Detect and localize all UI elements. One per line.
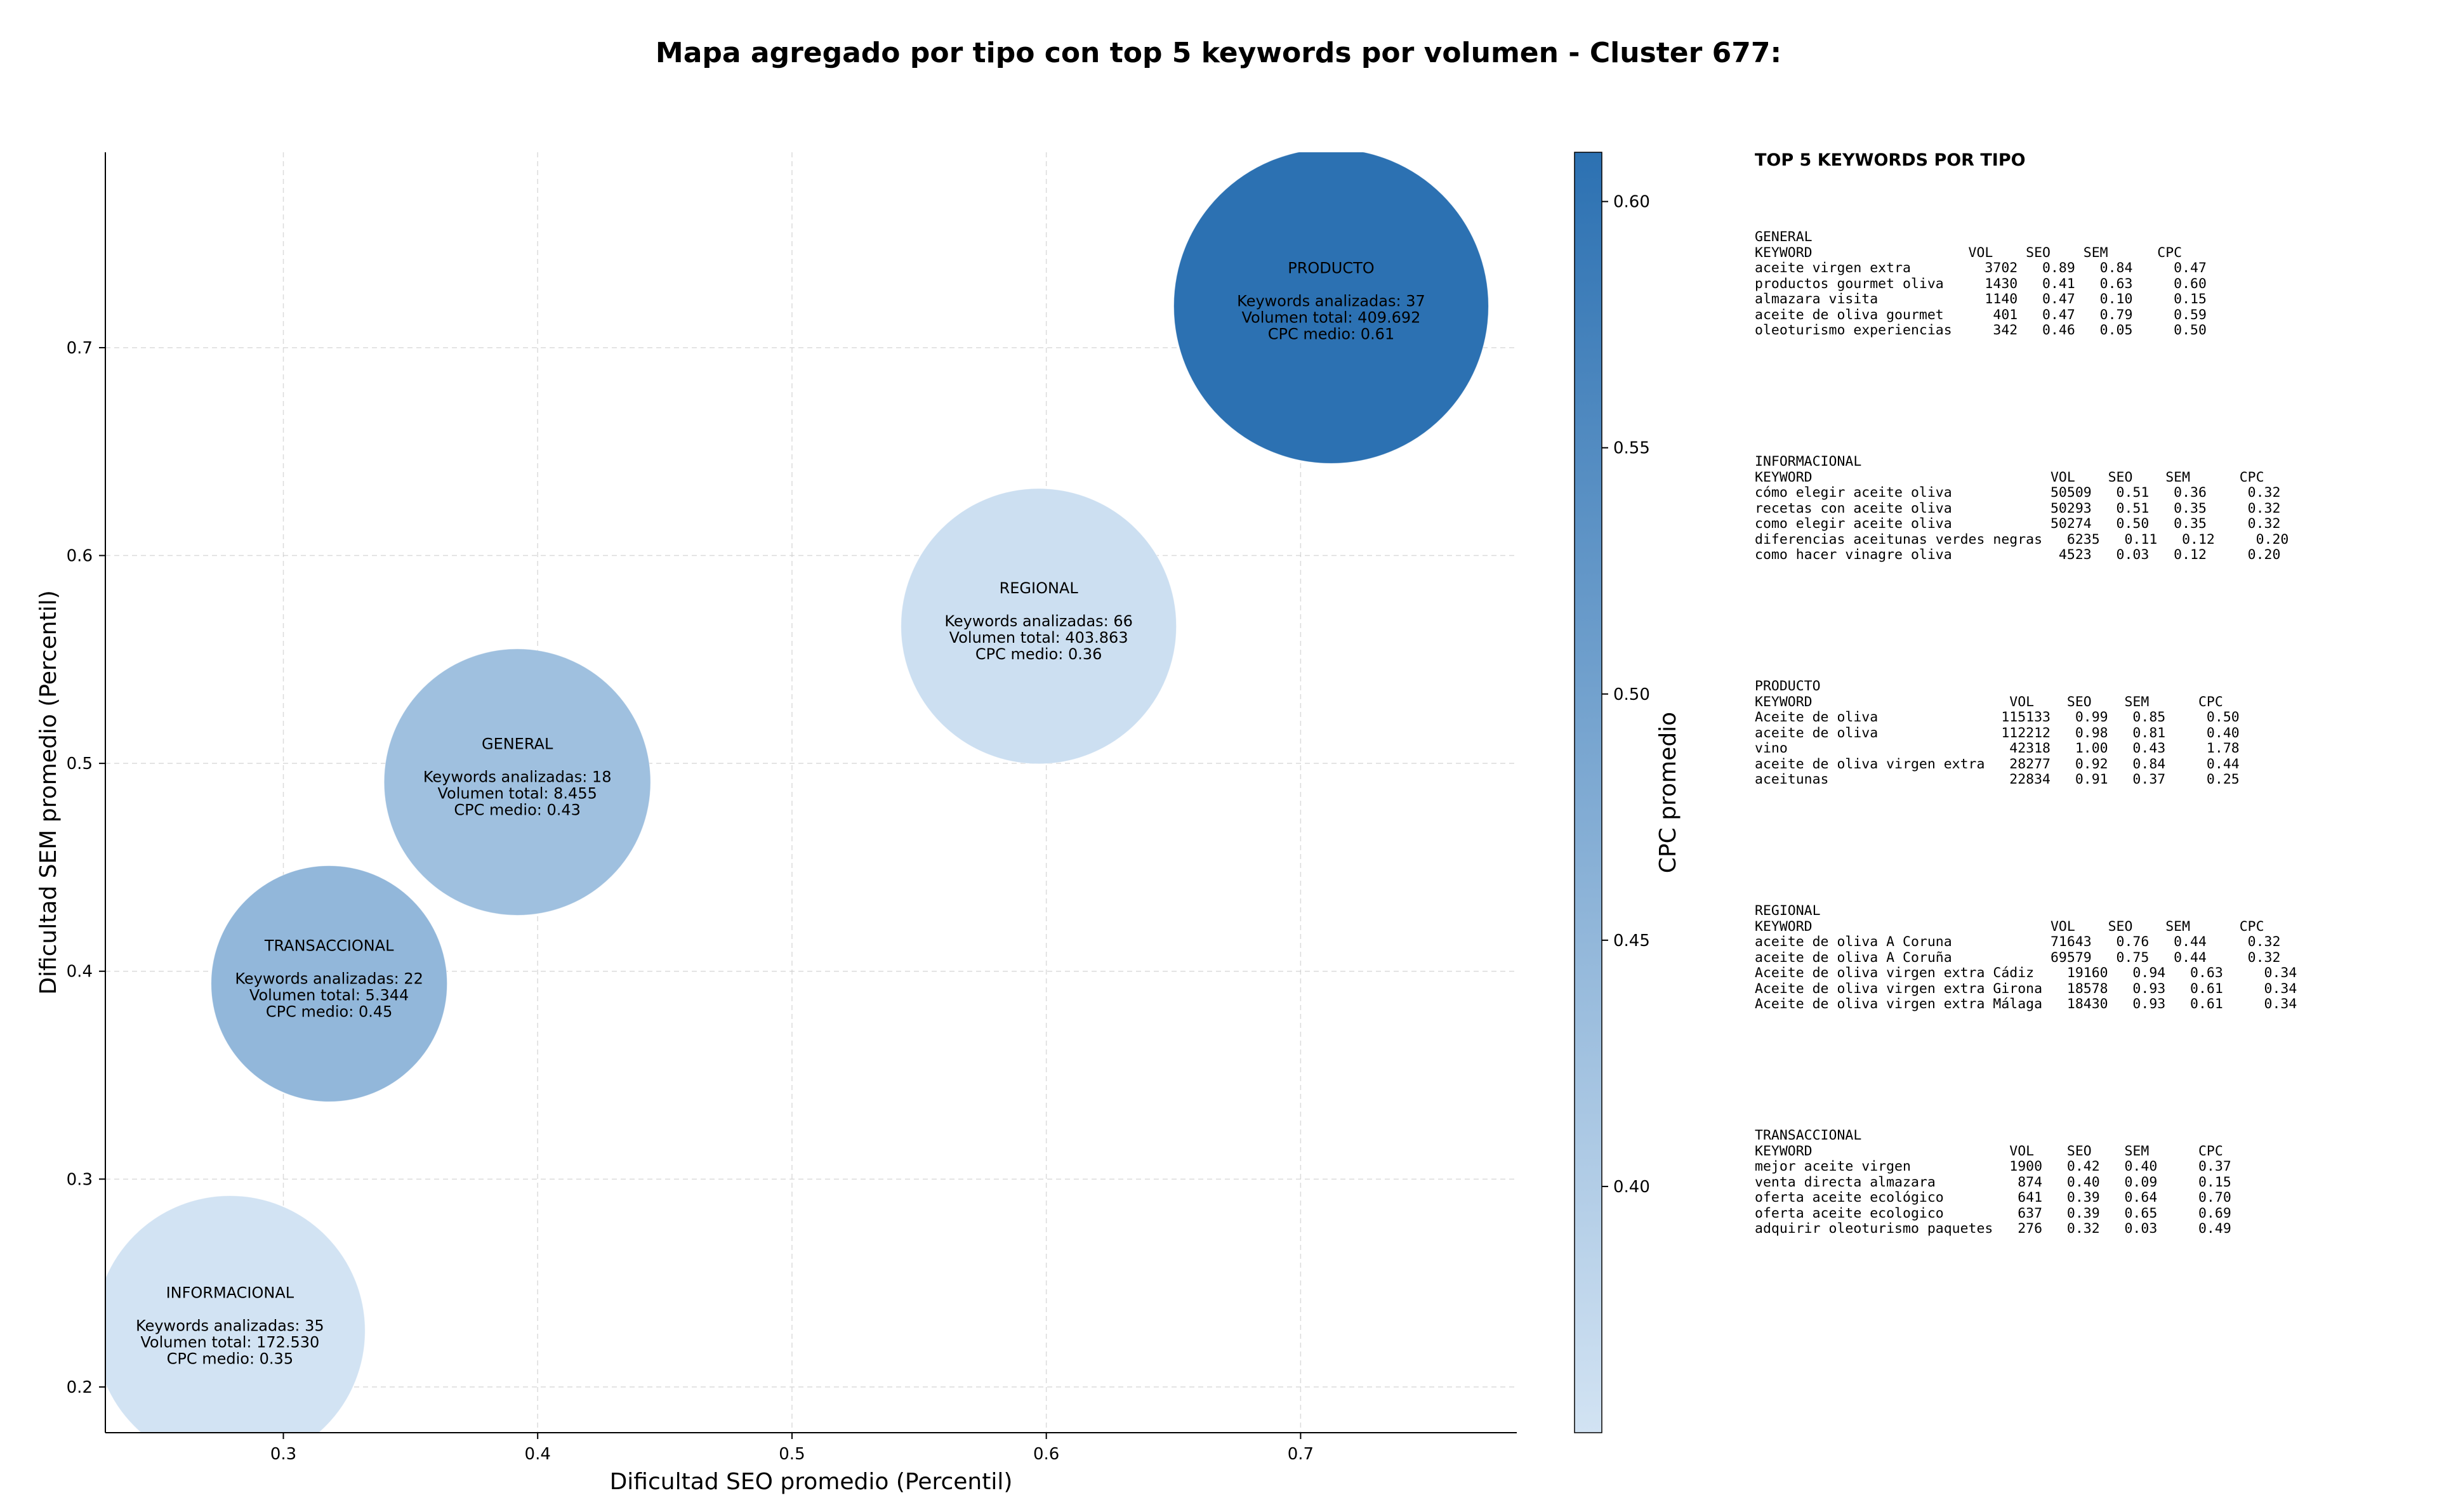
top-keywords-panel: TOP 5 KEYWORDS POR TIPO GENERAL KEYWORD V… bbox=[1755, 150, 2427, 1237]
keyword-table-header: KEYWORD VOL SEO SEM CPC bbox=[1755, 469, 2264, 485]
bubble-regional bbox=[901, 488, 1177, 765]
keyword-table-header: KEYWORD VOL SEO SEM CPC bbox=[1755, 918, 2264, 935]
bubble-volume-label: Volumen total: 172.530 bbox=[140, 1333, 319, 1351]
colorbar-tick-label: 0.50 bbox=[1613, 685, 1650, 704]
keyword-row: aceite de oliva virgen extra 28277 0.92 … bbox=[1755, 756, 2240, 772]
bubble-type-label: GENERAL bbox=[482, 735, 553, 753]
x-tick-label: 0.4 bbox=[525, 1445, 551, 1464]
keyword-block-regional: REGIONAL KEYWORD VOL SEO SEM CPC aceite de… bbox=[1755, 903, 2297, 1013]
bubble-cpc-label: CPC medio: 0.45 bbox=[266, 1003, 393, 1020]
colorbar-tick-label: 0.40 bbox=[1613, 1178, 1650, 1197]
x-tick-label: 0.5 bbox=[779, 1445, 805, 1464]
keyword-block-type: TRANSACCIONAL bbox=[1755, 1127, 1862, 1143]
keyword-row: aceite virgen extra 3702 0.89 0.84 0.47 bbox=[1755, 260, 2207, 276]
chart-title: Mapa agregado por tipo con top 5 keyword… bbox=[655, 37, 1782, 69]
keyword-block-general: GENERAL KEYWORD VOL SEO SEM CPC aceite vir… bbox=[1755, 229, 2207, 339]
keyword-block-type: REGIONAL bbox=[1755, 903, 1821, 919]
colorbar-label: CPC promedio bbox=[1655, 712, 1681, 873]
keyword-row: almazara visita 1140 0.47 0.10 0.15 bbox=[1755, 291, 2207, 307]
bubble-keywords-label: Keywords analizadas: 22 bbox=[235, 970, 423, 987]
keyword-row: adquirir oleoturismo paquetes 276 0.32 0… bbox=[1755, 1221, 2231, 1237]
bubble-informacional bbox=[105, 1195, 366, 1433]
keyword-row: Aceite de oliva virgen extra Girona 1857… bbox=[1755, 980, 2297, 997]
x-tick-label: 0.3 bbox=[270, 1445, 296, 1464]
keyword-block-type: INFORMACIONAL bbox=[1755, 454, 1862, 470]
axes: 0.3 0.4 0.5 0.6 0.7 0.2 0.3 0.4 0.5 0.6 0.7 Dificul… bbox=[36, 152, 1517, 1495]
keyword-block-type: GENERAL bbox=[1755, 229, 1813, 245]
keyword-row: productos gourmet oliva 1430 0.41 0.63 0… bbox=[1755, 275, 2207, 292]
bubble-keywords-label: Keywords analizadas: 37 bbox=[1237, 292, 1425, 310]
y-tick-label: 0.4 bbox=[67, 963, 93, 982]
keyword-block-producto: PRODUCTO KEYWORD VOL SEO SEM CPC Aceite de… bbox=[1755, 678, 2240, 788]
keyword-row: aceitunas 22834 0.91 0.37 0.25 bbox=[1755, 772, 2240, 787]
y-axis-label: Dificultad SEM promedio (Percentil) bbox=[36, 590, 62, 995]
keyword-row: como elegir aceite oliva 50274 0.50 0.35… bbox=[1755, 516, 2281, 532]
keyword-row: aceite de oliva A Coruña 69579 0.75 0.44… bbox=[1755, 949, 2281, 966]
bubble-cpc-label: CPC medio: 0.36 bbox=[975, 645, 1102, 663]
keyword-row: como hacer vinagre oliva 4523 0.03 0.12 … bbox=[1755, 547, 2281, 563]
y-tick-label: 0.6 bbox=[67, 547, 93, 566]
bubble-volume-label: Volumen total: 8.455 bbox=[437, 785, 597, 803]
keyword-row: aceite de oliva 112212 0.98 0.81 0.40 bbox=[1755, 725, 2240, 741]
keyword-row: cómo elegir aceite oliva 50509 0.51 0.36… bbox=[1755, 485, 2281, 501]
y-tick-label: 0.2 bbox=[67, 1378, 93, 1397]
colorbar: 0.40 0.45 0.50 0.55 0.60 CPC promedio bbox=[1574, 152, 1681, 1433]
keyword-row: oferta aceite ecológico 641 0.39 0.64 0.… bbox=[1755, 1190, 2231, 1206]
x-axis-label: Dificultad SEO promedio (Percentil) bbox=[610, 1469, 1013, 1495]
y-tick-label: 0.5 bbox=[67, 754, 93, 773]
bubble-cpc-label: CPC medio: 0.43 bbox=[454, 801, 581, 819]
bubble-type-label: TRANSACCIONAL bbox=[264, 937, 394, 954]
keyword-row: oferta aceite ecologico 637 0.39 0.65 0.… bbox=[1755, 1205, 2231, 1221]
keyword-row: Aceite de oliva virgen extra Málaga 1843… bbox=[1755, 996, 2297, 1012]
keyword-row: vino 42318 1.00 0.43 1.78 bbox=[1755, 740, 2240, 756]
bubble-cpc-label: CPC medio: 0.61 bbox=[1268, 325, 1395, 343]
keyword-row: aceite de oliva gourmet 401 0.47 0.79 0.… bbox=[1755, 306, 2207, 323]
bubble-volume-label: Volumen total: 403.863 bbox=[949, 629, 1128, 647]
bubble-type-label: PRODUCTO bbox=[1288, 259, 1374, 277]
colorbar-tick-label: 0.55 bbox=[1613, 439, 1650, 458]
colorbar-scale bbox=[1574, 152, 1602, 1433]
bubble-general bbox=[383, 648, 651, 916]
bubble-cpc-label: CPC medio: 0.35 bbox=[167, 1350, 294, 1367]
bubble-layer bbox=[105, 152, 1489, 1433]
keyword-row: diferencias aceitunas verdes negras 6235… bbox=[1755, 531, 2289, 548]
keyword-block-informacional: INFORMACIONAL KEYWORD VOL SEO SEM CPC cómo… bbox=[1755, 454, 2288, 563]
bubble-volume-label: Volumen total: 5.344 bbox=[249, 986, 409, 1004]
keyword-row: oleoturismo experiencias 342 0.46 0.05 0… bbox=[1755, 322, 2207, 338]
keyword-row: Aceite de oliva virgen extra Cádiz 19160… bbox=[1755, 965, 2297, 981]
keyword-row: venta directa almazara 874 0.40 0.09 0.1… bbox=[1755, 1174, 2231, 1190]
bubble-producto bbox=[1173, 152, 1489, 464]
bubble-type-label: INFORMACIONAL bbox=[166, 1284, 294, 1301]
bubble-volume-label: Volumen total: 409.692 bbox=[1241, 308, 1420, 326]
keyword-row: aceite de oliva A Coruna 71643 0.76 0.44… bbox=[1755, 934, 2281, 950]
keyword-table-header: KEYWORD VOL SEO SEM CPC bbox=[1755, 694, 2223, 710]
colorbar-tick-label: 0.60 bbox=[1613, 193, 1650, 212]
bubble-keywords-label: Keywords analizadas: 18 bbox=[423, 768, 612, 786]
y-tick-label: 0.7 bbox=[67, 339, 93, 358]
x-tick-label: 0.7 bbox=[1288, 1445, 1314, 1464]
bubble-type-label: REGIONAL bbox=[1000, 579, 1079, 597]
bubble-keywords-label: Keywords analizadas: 66 bbox=[944, 612, 1133, 630]
panel-title: TOP 5 KEYWORDS POR TIPO bbox=[1755, 150, 2026, 170]
keyword-row: recetas con aceite oliva 50293 0.51 0.35… bbox=[1755, 500, 2281, 516]
keyword-table-header: KEYWORD VOL SEO SEM CPC bbox=[1755, 1143, 2223, 1159]
bubble-keywords-label: Keywords analizadas: 35 bbox=[136, 1317, 324, 1334]
x-tick-label: 0.6 bbox=[1033, 1445, 1059, 1464]
keyword-block-type: PRODUCTO bbox=[1755, 678, 1821, 694]
keyword-block-transaccional: TRANSACCIONAL KEYWORD VOL SEO SEM CPC mejo… bbox=[1755, 1127, 2231, 1237]
bubble-transaccional bbox=[211, 865, 448, 1102]
keyword-table-header: KEYWORD VOL SEO SEM CPC bbox=[1755, 244, 2183, 261]
keyword-row: mejor aceite virgen 1900 0.42 0.40 0.37 bbox=[1755, 1159, 2231, 1174]
y-tick-label: 0.3 bbox=[67, 1170, 93, 1189]
keyword-row: Aceite de oliva 115133 0.99 0.85 0.50 bbox=[1755, 709, 2240, 725]
colorbar-tick-label: 0.45 bbox=[1613, 931, 1650, 950]
